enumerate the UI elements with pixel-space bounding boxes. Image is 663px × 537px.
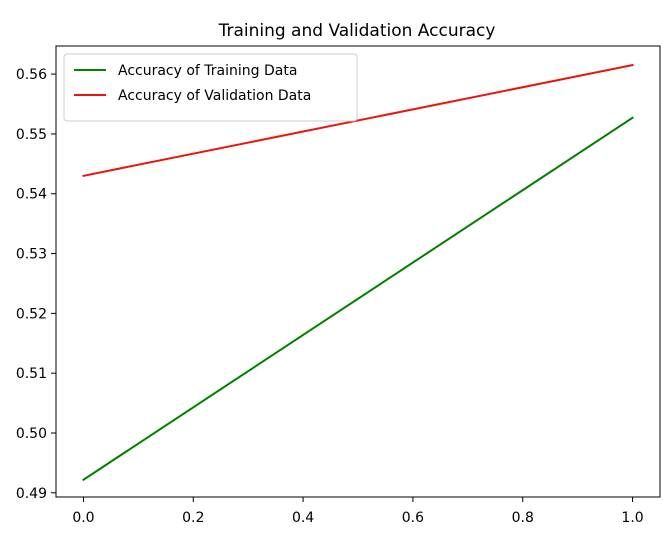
x-tick-label: 0.4 bbox=[292, 510, 314, 526]
legend-box bbox=[63, 53, 358, 122]
plot-frame bbox=[55, 45, 661, 498]
y-tick-label: 0.55 bbox=[16, 127, 47, 143]
x-tick-label: 0.8 bbox=[512, 510, 534, 526]
y-tick-label: 0.51 bbox=[16, 366, 47, 382]
x-tick-label: 0.2 bbox=[182, 510, 204, 526]
y-tick-label: 0.53 bbox=[16, 247, 47, 263]
chart-title: Training and Validation Accuracy bbox=[218, 21, 496, 41]
x-tick-label: 1.0 bbox=[621, 510, 643, 526]
x-tick-label: 0.0 bbox=[72, 510, 94, 526]
legend: Accuracy of Training Data Accuracy of Val… bbox=[63, 53, 358, 122]
plot-marks: 0.0 0.2 0.4 0.6 0.8 1.0 0.49 0.50 0.51 0.52 0.53 0.… bbox=[16, 63, 644, 526]
legend-label: Accuracy of Validation Data bbox=[118, 88, 311, 104]
y-tick-label: 0.49 bbox=[16, 486, 47, 502]
legend-label: Accuracy of Training Data bbox=[118, 63, 297, 79]
y-tick-label: 0.54 bbox=[16, 187, 47, 203]
y-tick-label: 0.56 bbox=[16, 67, 47, 83]
y-tick-label: 0.52 bbox=[16, 306, 47, 322]
y-tick-label: 0.50 bbox=[16, 426, 47, 442]
series-line-accuracy-of-training-data bbox=[82, 116, 634, 482]
series-line-accuracy-of-validation-data bbox=[82, 63, 634, 177]
x-tick-label: 0.6 bbox=[402, 510, 424, 526]
